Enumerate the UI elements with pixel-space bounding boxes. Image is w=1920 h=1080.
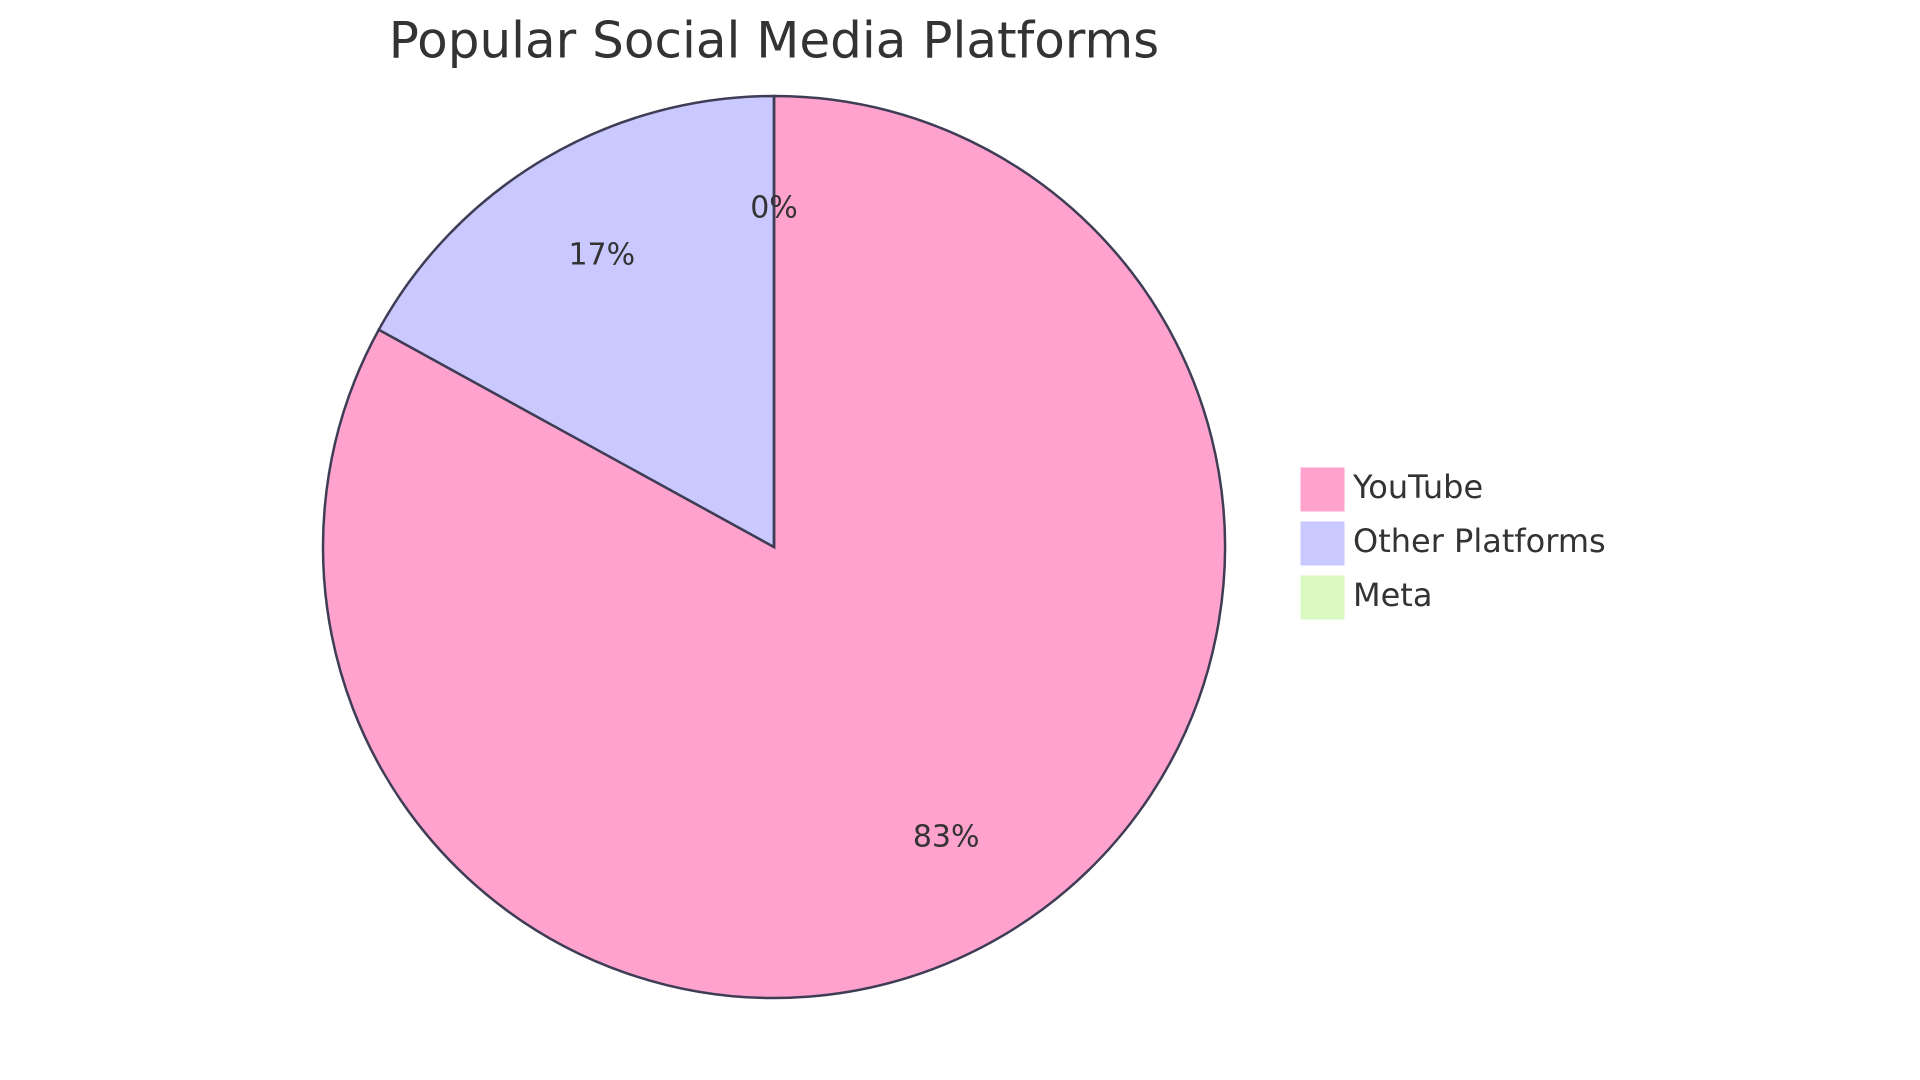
legend-swatch <box>1299 520 1346 567</box>
legend-swatch <box>1299 466 1346 513</box>
legend-swatch <box>1299 574 1346 621</box>
pie-slice <box>377 94 776 550</box>
slice-label: 83% <box>913 820 980 855</box>
chart-title: Popular Social Media Platforms <box>389 12 1159 70</box>
legend-label: YouTube <box>1352 468 1483 506</box>
legend-label: Meta <box>1353 576 1432 614</box>
legend-label: Other Platforms <box>1353 522 1606 560</box>
slice-label: 0% <box>750 190 798 225</box>
slice-label: 17% <box>568 237 635 272</box>
